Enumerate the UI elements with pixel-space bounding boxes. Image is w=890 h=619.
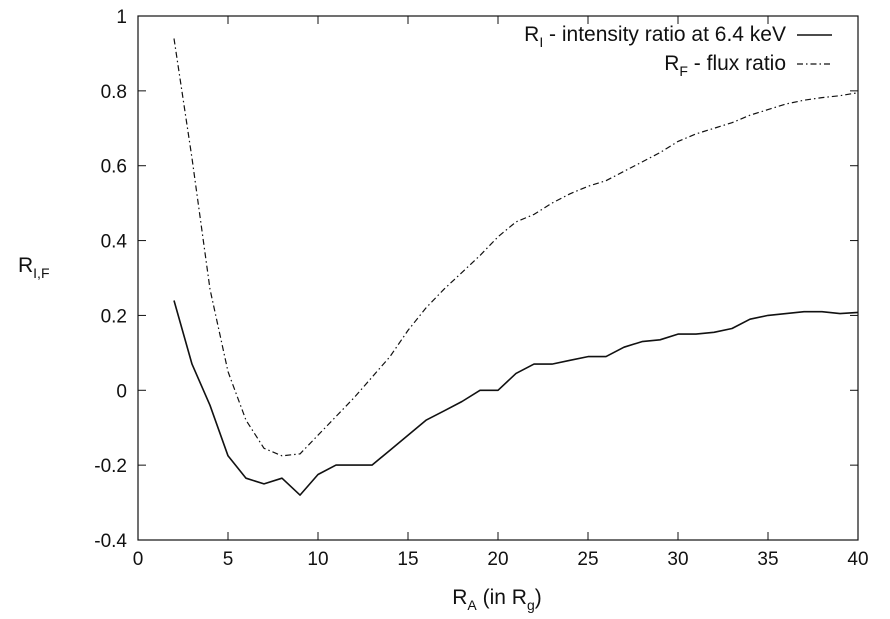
y-tick-label: 0.6 bbox=[101, 157, 127, 178]
x-axis-label-rest-sub: g bbox=[527, 597, 535, 613]
x-tick-label: 10 bbox=[307, 549, 328, 570]
x-axis-ticks: 0 5 10 15 20 25 30 35 40 bbox=[133, 16, 869, 570]
x-tick-label: 35 bbox=[757, 549, 778, 570]
y-tick-label: 0.8 bbox=[101, 82, 127, 103]
legend-label-flux: RF - flux ratio bbox=[664, 52, 786, 79]
y-axis-label: RI,F bbox=[18, 254, 50, 281]
legend-label-intensity: RI - intensity ratio at 6.4 keV bbox=[524, 23, 786, 50]
x-tick-label: 25 bbox=[577, 549, 598, 570]
x-axis-label-rest: (in R bbox=[477, 586, 527, 609]
x-tick-label: 0 bbox=[133, 549, 144, 570]
plot-border bbox=[137, 15, 859, 541]
y-axis-label-sub: I,F bbox=[33, 265, 49, 281]
x-tick-label: 40 bbox=[847, 549, 868, 570]
x-axis-label-sub: A bbox=[467, 597, 477, 613]
legend-flux-main: R bbox=[664, 52, 679, 75]
plot-frame bbox=[137, 15, 859, 541]
x-axis-label-main: R bbox=[452, 586, 467, 609]
legend-intensity-sub: I bbox=[539, 34, 543, 50]
legend: RI - intensity ratio at 6.4 keV RF - flu… bbox=[524, 23, 832, 79]
series-intensity-ratio-line bbox=[173, 300, 859, 496]
y-tick-label: -0.4 bbox=[94, 531, 127, 552]
legend-flux-sub: F bbox=[679, 63, 688, 79]
y-tick-label: 0.2 bbox=[101, 306, 127, 327]
series-layer bbox=[173, 38, 859, 496]
y-tick-label: 0 bbox=[116, 381, 127, 402]
x-tick-label: 30 bbox=[667, 549, 688, 570]
legend-flux-rest: - flux ratio bbox=[688, 52, 786, 75]
legend-intensity-main: R bbox=[524, 23, 539, 46]
y-tick-label: -0.2 bbox=[94, 456, 127, 477]
y-axis-ticks: -0.4 -0.2 0 0.2 0.4 0.6 0.8 1 bbox=[94, 7, 858, 552]
x-tick-label: 15 bbox=[397, 549, 418, 570]
y-tick-label: 0.4 bbox=[101, 232, 128, 253]
legend-intensity-rest: - intensity ratio at 6.4 keV bbox=[543, 23, 786, 46]
y-tick-label: 1 bbox=[116, 7, 127, 28]
x-tick-label: 20 bbox=[487, 549, 508, 570]
x-axis-label: RA (in Rg) bbox=[452, 586, 542, 613]
x-axis-label-end: ) bbox=[535, 586, 542, 609]
series-flux-ratio-line bbox=[173, 38, 859, 457]
y-axis-label-main: R bbox=[18, 254, 33, 277]
x-tick-label: 5 bbox=[223, 549, 234, 570]
